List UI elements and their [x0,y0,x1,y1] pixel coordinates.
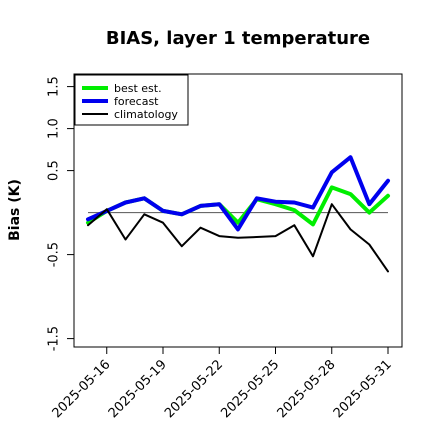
y-tick-label: 0.5 [47,160,62,181]
x-tick-label: 2025-05-25 [218,357,282,421]
x-tick-label: 2025-05-31 [331,357,395,421]
x-tick-label: 2025-05-19 [106,357,170,421]
legend-entry: best est. [114,82,162,95]
y-tick-label: -1.5 [47,326,62,351]
plot-area [73,73,403,348]
y-tick-label: -0.5 [47,242,62,267]
chart-title: BIAS, layer 1 temperature [106,28,370,49]
series-line-forecast [86,155,390,232]
series-line-climatology [87,203,389,273]
y-axis-label: Bias (K) [7,179,23,241]
x-tick-label: 2025-05-22 [162,357,226,421]
y-tick-label: 1.5 [47,76,62,97]
legend-entry: forecast [114,95,159,108]
x-tick-label: 2025-05-28 [275,357,339,421]
y-tick-label: 1.0 [47,118,62,139]
legend-entry: climatology [114,108,178,121]
x-tick-label: 2025-05-16 [50,357,114,421]
